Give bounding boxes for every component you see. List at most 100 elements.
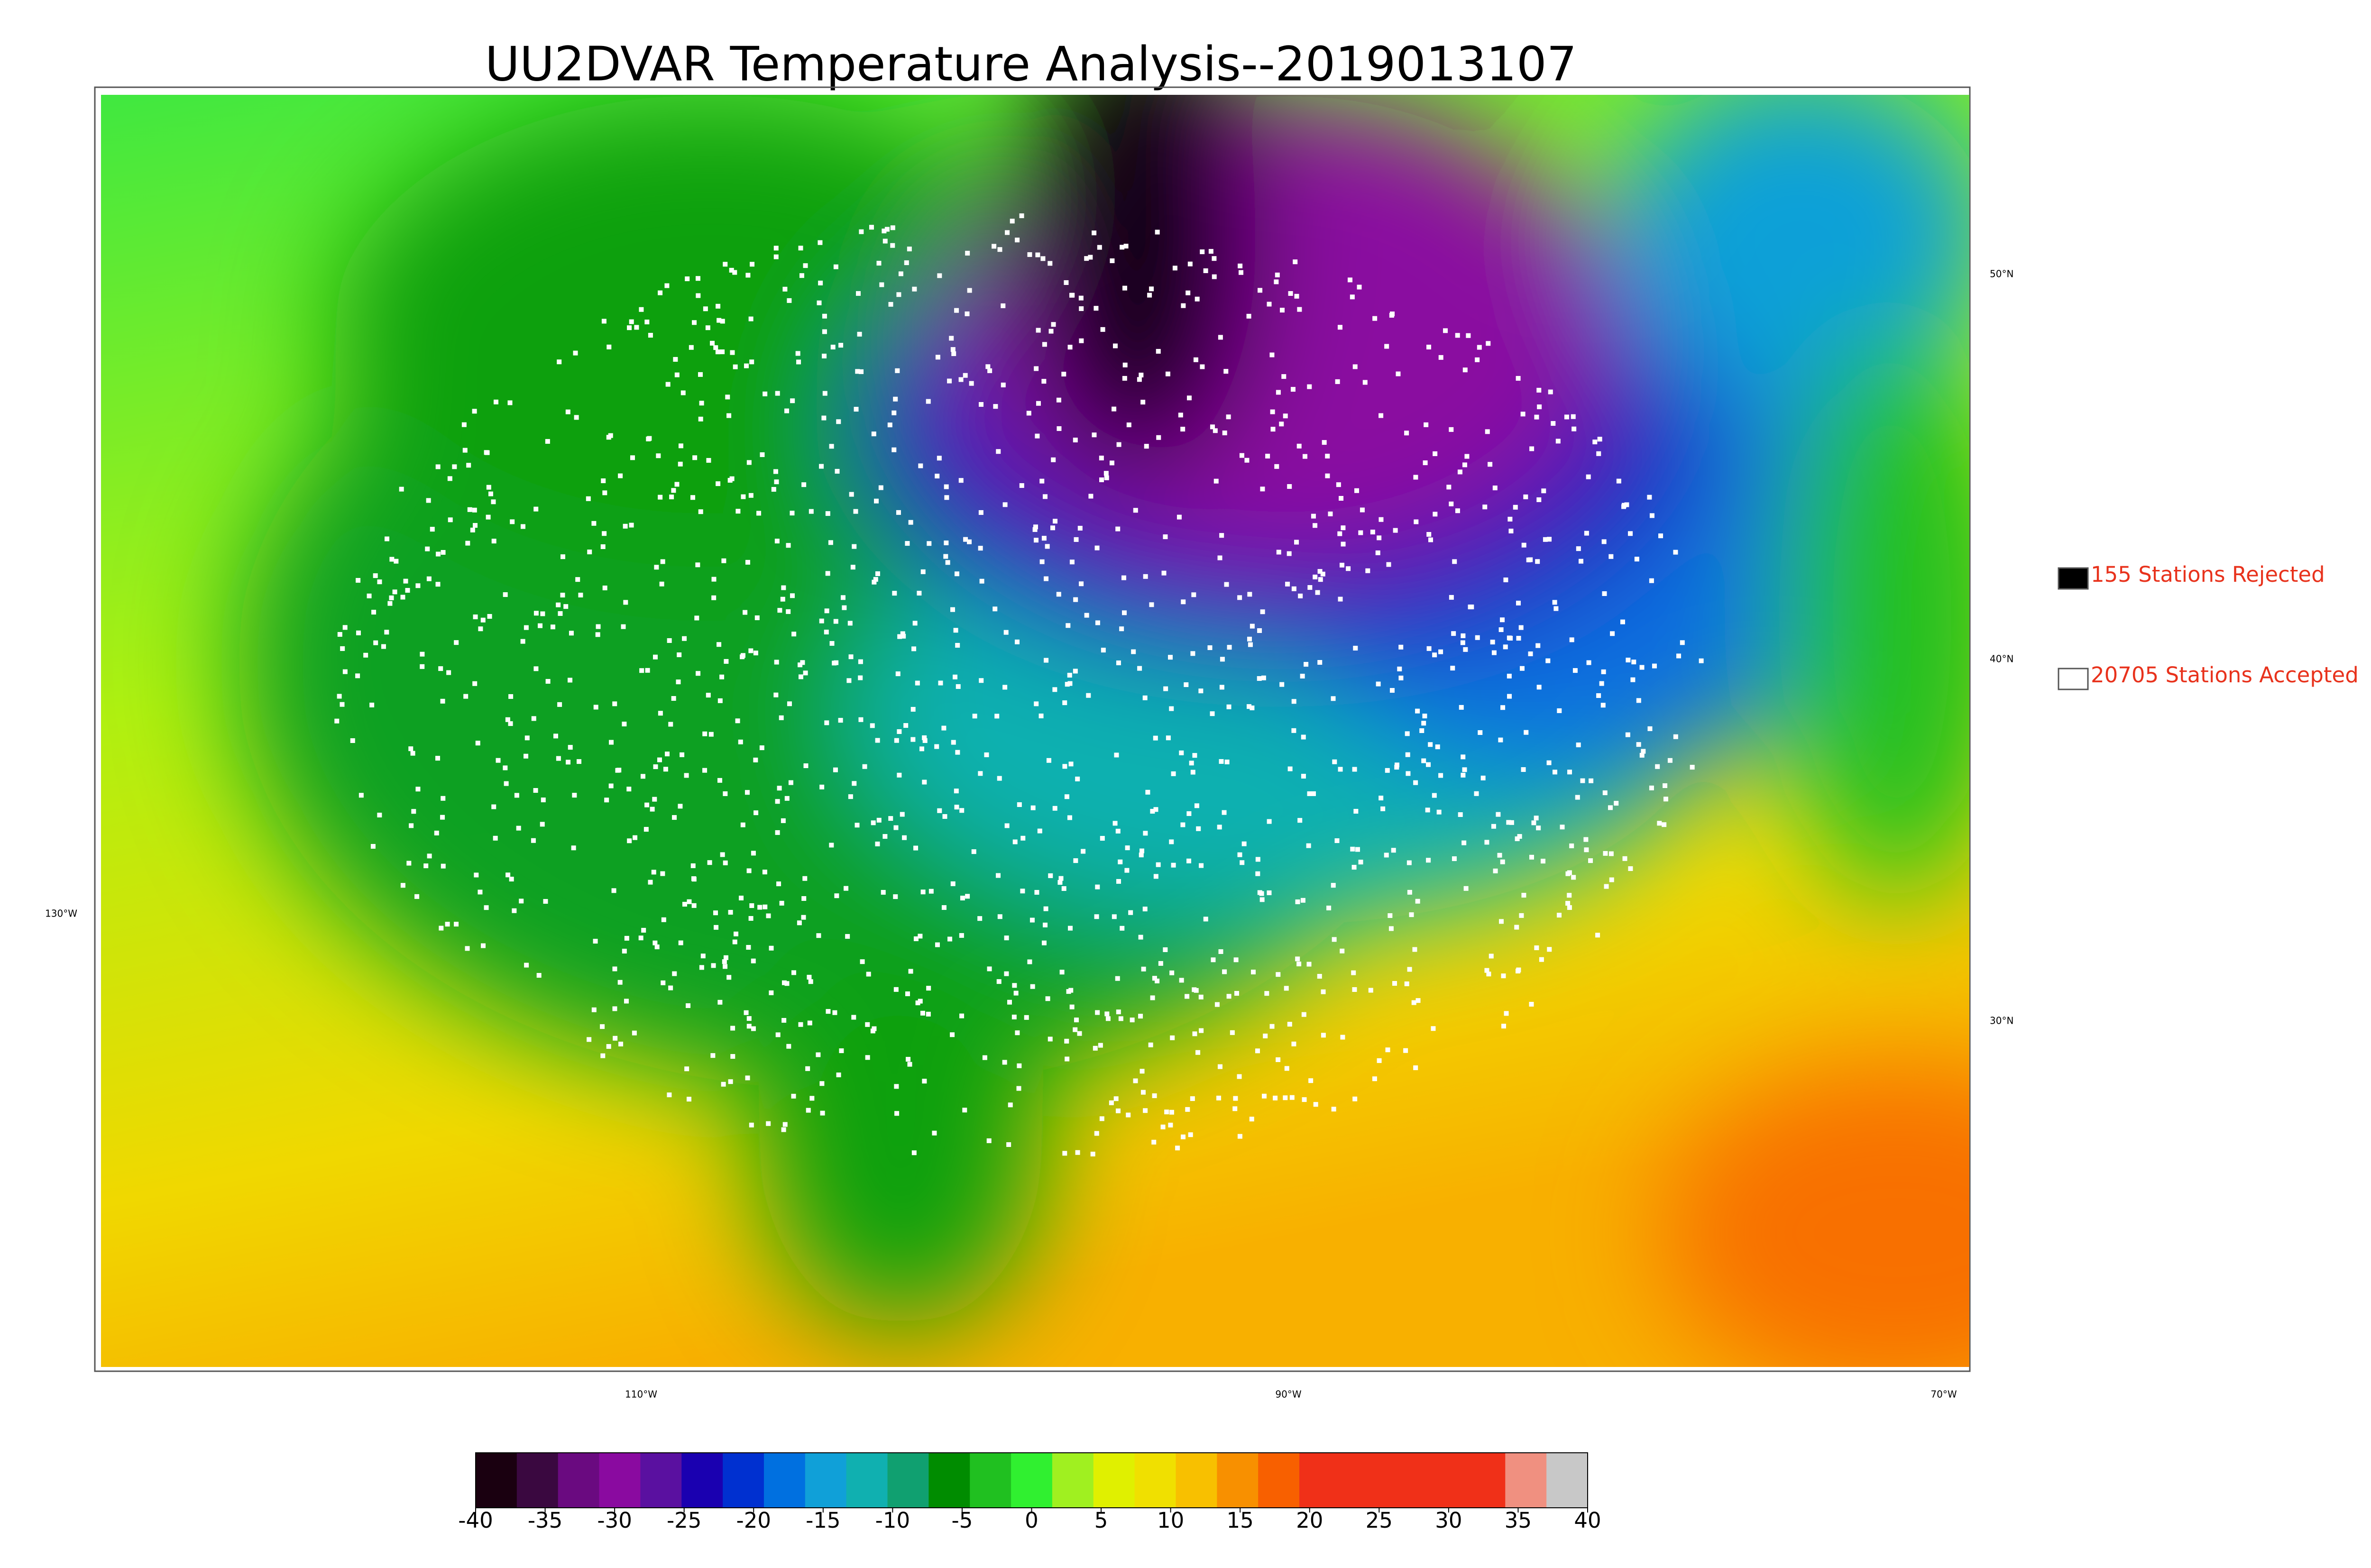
station	[1251, 970, 1256, 975]
station	[1007, 999, 1012, 1005]
map-frame	[94, 86, 1971, 1372]
station	[1036, 401, 1041, 406]
station	[875, 841, 880, 846]
station	[1081, 849, 1086, 854]
station	[1052, 806, 1057, 811]
station	[367, 593, 372, 598]
station	[803, 263, 808, 268]
station	[1338, 596, 1343, 602]
station	[1634, 557, 1639, 562]
station	[1449, 501, 1454, 506]
station	[798, 662, 803, 668]
station	[967, 288, 972, 293]
station	[730, 350, 735, 355]
station	[1264, 991, 1269, 996]
station	[1144, 444, 1149, 449]
station	[781, 818, 786, 823]
station	[1564, 414, 1569, 420]
station	[1179, 750, 1184, 755]
station	[1142, 695, 1148, 700]
station	[838, 718, 843, 723]
station	[1138, 1014, 1143, 1019]
station	[751, 851, 756, 856]
station	[872, 579, 877, 585]
station	[896, 292, 901, 297]
station	[678, 461, 683, 467]
station	[1079, 306, 1084, 311]
station	[1119, 626, 1124, 632]
station	[1279, 422, 1284, 427]
station	[1122, 285, 1127, 291]
station	[430, 527, 435, 532]
station	[773, 254, 779, 259]
station	[1557, 708, 1562, 713]
station	[1067, 672, 1072, 678]
station	[721, 558, 726, 563]
station	[830, 344, 836, 349]
station	[694, 615, 699, 621]
station	[1234, 991, 1239, 996]
station	[760, 452, 765, 457]
station	[447, 476, 452, 481]
station	[1540, 859, 1545, 864]
station	[1596, 693, 1601, 698]
station	[1217, 555, 1222, 560]
station	[1051, 322, 1056, 327]
station	[475, 741, 480, 746]
station	[342, 625, 348, 630]
station	[618, 473, 623, 478]
station	[911, 1150, 917, 1155]
station	[1281, 374, 1287, 379]
station	[751, 1026, 756, 1031]
station	[644, 320, 650, 325]
station	[1257, 890, 1262, 895]
station	[1155, 978, 1160, 983]
station	[1283, 1095, 1288, 1100]
station	[639, 668, 644, 673]
station	[910, 706, 916, 712]
station	[435, 582, 441, 587]
station	[1294, 540, 1299, 545]
station	[884, 227, 890, 232]
station	[1547, 947, 1552, 952]
station	[807, 974, 812, 980]
station	[959, 1013, 965, 1018]
station	[611, 888, 616, 893]
station	[426, 498, 431, 503]
station	[1567, 905, 1572, 910]
station	[1406, 860, 1412, 865]
station	[1317, 569, 1323, 574]
station	[1493, 868, 1498, 873]
station	[745, 273, 751, 278]
station	[1531, 820, 1536, 825]
station	[1068, 926, 1073, 931]
station	[629, 523, 634, 528]
station	[473, 614, 478, 620]
station	[1188, 1132, 1193, 1137]
station	[1546, 760, 1552, 765]
station	[1189, 761, 1194, 766]
station	[1220, 657, 1225, 662]
station	[1216, 1095, 1222, 1100]
station	[491, 499, 496, 504]
station	[467, 507, 472, 512]
station	[1377, 1058, 1382, 1063]
station	[1237, 1074, 1242, 1079]
station	[1649, 578, 1654, 583]
station	[1425, 807, 1430, 813]
station	[1195, 1050, 1201, 1055]
station	[882, 834, 888, 839]
station	[536, 973, 542, 978]
station	[1507, 635, 1512, 641]
station	[1388, 926, 1394, 931]
station	[1503, 578, 1508, 583]
latitude-label: 30°N	[1990, 1015, 2013, 1027]
station	[690, 495, 695, 500]
station	[1118, 1016, 1123, 1021]
station	[665, 382, 671, 387]
station	[779, 715, 784, 720]
station	[834, 893, 839, 899]
station	[908, 969, 913, 974]
station	[485, 450, 490, 455]
station	[566, 760, 571, 765]
